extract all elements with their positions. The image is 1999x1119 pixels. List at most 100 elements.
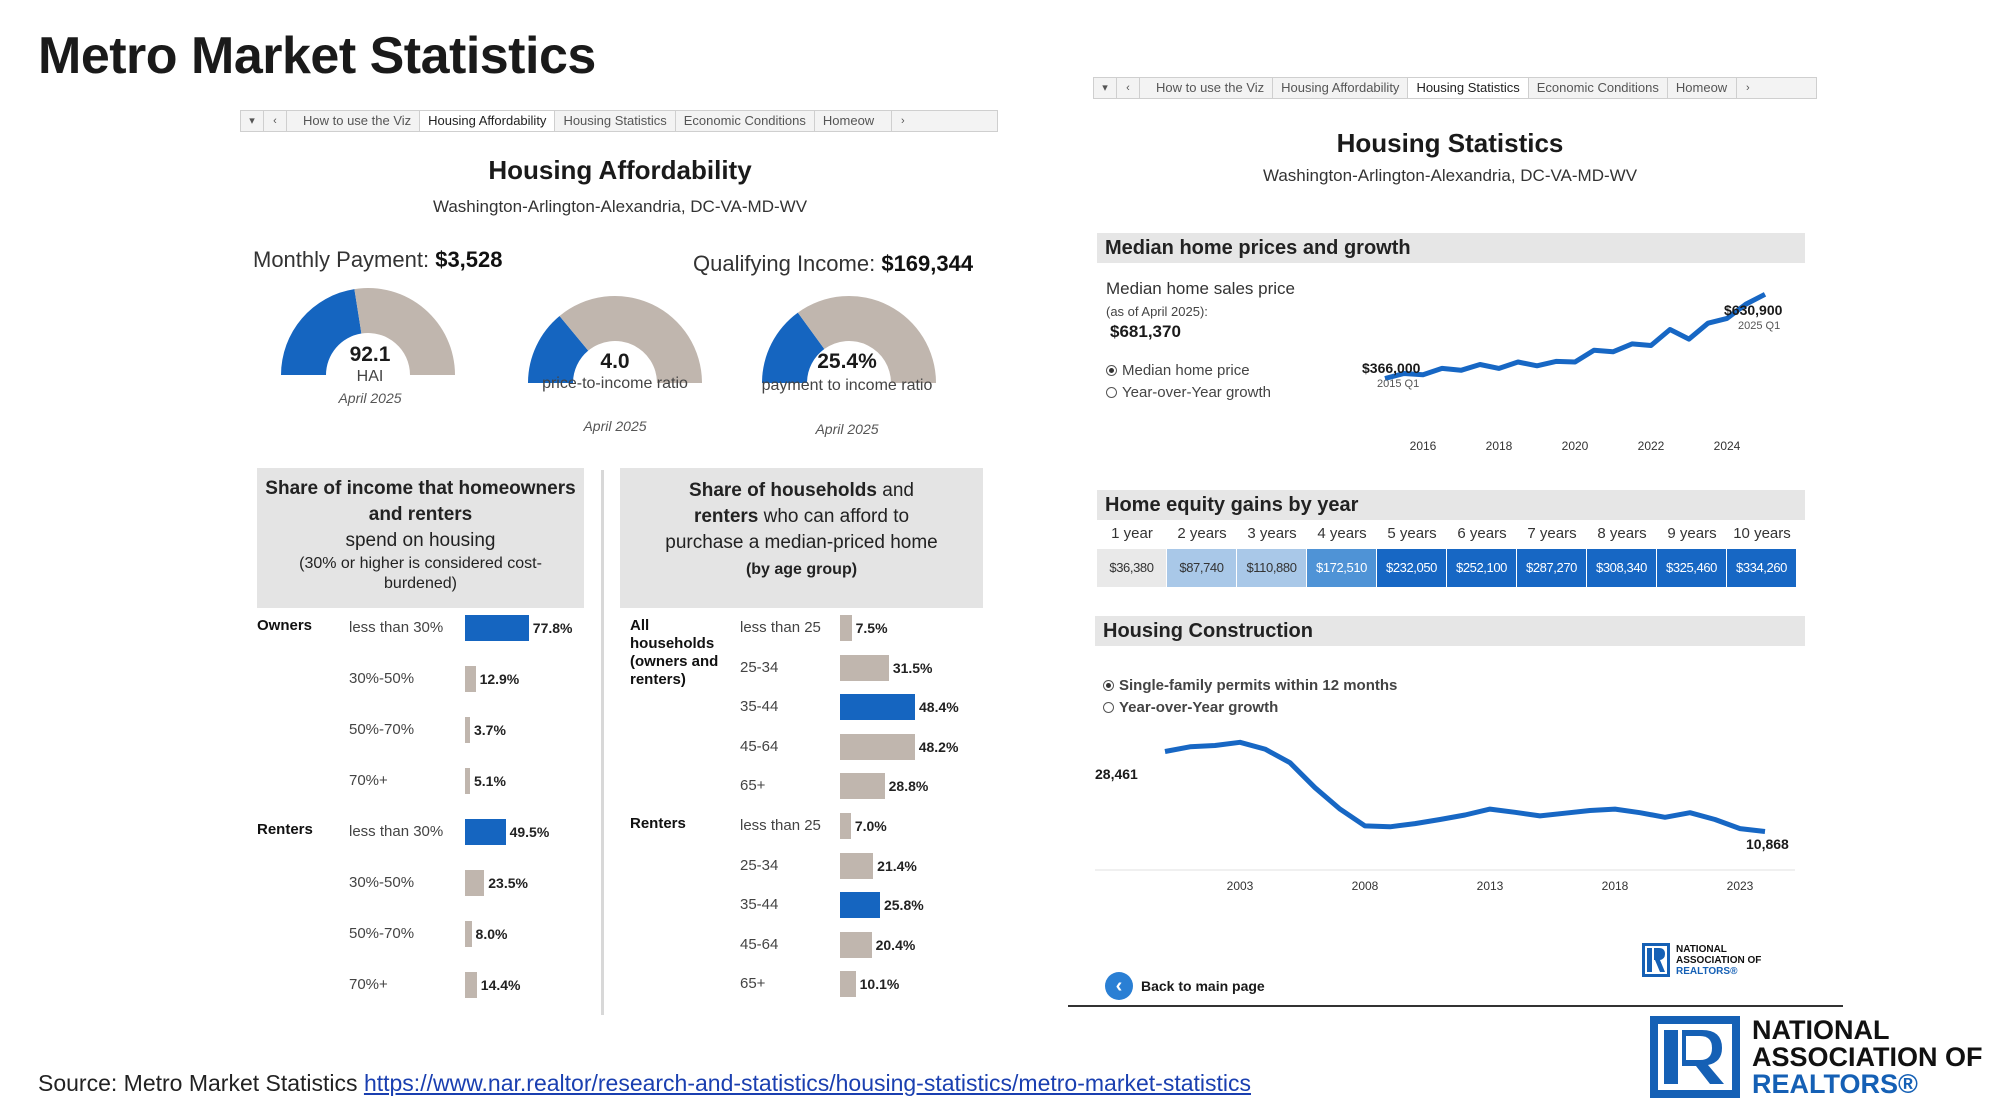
bar	[465, 666, 476, 692]
equity-year-label: 6 years	[1457, 525, 1507, 542]
bar	[465, 921, 472, 947]
right-panel-bottom-rule	[1068, 1005, 1843, 1007]
tab-housing-affordability[interactable]: Housing Affordability	[1273, 78, 1409, 98]
radio-permits[interactable]: Single-family permits within 12 months	[1103, 677, 1397, 694]
tab-dropdown-icon[interactable]: ▾	[1094, 78, 1117, 98]
tab-housing-affordability[interactable]: Housing Affordability	[420, 111, 556, 131]
pti-date: April 2025	[583, 418, 647, 434]
equity-year-label: 2 years	[1177, 525, 1227, 542]
affordability-title: Housing Affordability	[488, 155, 752, 185]
logo-line3: REALTORS®	[1752, 1068, 1918, 1099]
bar-value-label: 5.1%	[474, 773, 506, 789]
tab-homeownership[interactable]: Homeow	[1668, 78, 1737, 98]
bar-category-label: 25-34	[740, 658, 779, 676]
bar	[840, 654, 889, 681]
gauge-remainder	[559, 296, 702, 383]
construction-section-header: Housing Construction	[1095, 616, 1805, 646]
tab-how-to-use[interactable]: How to use the Viz	[1148, 78, 1274, 98]
equity-year-label: 9 years	[1667, 525, 1717, 542]
share-income-heading-normal: spend on housing	[345, 530, 496, 551]
bar	[840, 773, 885, 800]
tab-next-icon[interactable]: ›	[1746, 82, 1750, 94]
radio-median-price[interactable]: Median home price	[1106, 362, 1250, 379]
payment-ratio-date: April 2025	[815, 421, 879, 437]
bar-value-label: 12.9%	[479, 671, 520, 687]
permits-line	[1164, 739, 1766, 834]
bar-value-label: 23.5%	[488, 875, 528, 891]
bar	[465, 972, 477, 998]
equity-value-cell: $325,460	[1657, 549, 1726, 587]
back-arrow-icon: ‹	[1105, 972, 1133, 1000]
bar-category-label: 35-44	[740, 896, 779, 914]
bar-value-label: 48.4%	[919, 699, 959, 716]
bar	[840, 931, 872, 958]
radio-selected-icon	[1106, 365, 1117, 376]
radio-selected-icon	[1103, 680, 1114, 691]
bar	[840, 971, 856, 998]
equity-year-label: 8 years	[1597, 525, 1647, 542]
logo-line1: NATIONAL	[1752, 1014, 1890, 1045]
tab-how-to-use[interactable]: How to use the Viz	[295, 111, 421, 131]
median-section-header: Median home prices and growth	[1097, 233, 1805, 263]
bar-category-label: 50%-70%	[349, 721, 415, 738]
hai-value: 92.1	[349, 343, 391, 366]
bar-value-label: 48.2%	[918, 738, 959, 755]
x-tick-label: 2018	[1602, 879, 1629, 893]
pti-label: price-to-income ratio	[542, 375, 688, 392]
equity-year-label: 3 years	[1247, 525, 1297, 542]
x-tick-label: 2018	[1486, 439, 1513, 453]
tab-next-icon[interactable]: ›	[901, 115, 905, 127]
housing-stats-title: Housing Statistics	[1336, 128, 1564, 158]
back-to-main-button[interactable]: ‹ Back to main page	[1105, 972, 1265, 1000]
bar-category-label: 65+	[740, 975, 766, 993]
bar-category-label: 35-44	[740, 698, 779, 716]
bar-group-label: All households (owners and renters)	[630, 617, 719, 688]
radio-permits-growth[interactable]: Year-over-Year growth	[1103, 699, 1278, 716]
share-households-heading-normal2: who can afford to	[763, 506, 910, 527]
bar-category-label: 30%-50%	[349, 874, 415, 891]
x-tick-label: 2023	[1727, 879, 1754, 893]
bar	[840, 813, 851, 839]
radio-permits-growth-label: Year-over-Year growth	[1119, 699, 1279, 716]
hai-label: HAI	[356, 368, 384, 385]
equity-value-cell: $172,510	[1307, 549, 1376, 587]
x-tick-label: 2008	[1352, 879, 1379, 893]
median-asof: (as of April 2025):	[1106, 304, 1208, 319]
source-link[interactable]: https://www.nar.realtor/research-and-sta…	[363, 1070, 1251, 1096]
tab-housing-statistics[interactable]: Housing Statistics	[1408, 78, 1529, 98]
equity-value-cell: $87,740	[1167, 549, 1236, 587]
equity-value-cell: $334,260	[1727, 549, 1796, 587]
bar-value-label: 3.7%	[474, 722, 506, 738]
tab-prev-icon[interactable]: ‹	[264, 111, 287, 131]
share-households-chart: All households (owners and renters) less …	[630, 615, 990, 1015]
equity-value-cell: $232,050	[1377, 549, 1446, 587]
tab-prev-icon[interactable]: ‹	[1117, 78, 1140, 98]
left-tab-bar: ▾ ‹ How to use the Viz Housing Affordabi…	[240, 110, 998, 132]
qualifying-income-value: $169,344	[881, 251, 974, 276]
housing-stats-area: Washington-Arlington-Alexandria, DC-VA-M…	[1262, 166, 1638, 185]
bar-value-label: 49.5%	[509, 824, 550, 840]
bar-value-label: 7.5%	[855, 620, 888, 636]
tab-economic-conditions[interactable]: Economic Conditions	[1529, 78, 1668, 98]
tab-dropdown-icon[interactable]: ▾	[241, 111, 264, 131]
small-logo-line3: REALTORS®	[1676, 965, 1738, 977]
affordability-area: Washington-Arlington-Alexandria, DC-VA-M…	[432, 197, 808, 216]
bar-category-label: 70%+	[349, 772, 388, 789]
tab-homeownership[interactable]: Homeow	[815, 111, 892, 131]
tab-economic-conditions[interactable]: Economic Conditions	[676, 111, 815, 131]
equity-value-cell: $252,100	[1447, 549, 1516, 587]
monthly-payment-label: Monthly Payment:	[253, 247, 430, 272]
gauge-remainder	[797, 296, 936, 383]
median-end-period: 2025 Q1	[1738, 320, 1781, 332]
share-households-heading-line3: purchase a median-priced home	[665, 532, 938, 553]
bar-value-label: 20.4%	[875, 936, 916, 953]
pti-value: 4.0	[600, 350, 630, 373]
right-tab-bar: ▾ ‹ How to use the Viz Housing Affordabi…	[1093, 77, 1817, 99]
tab-housing-statistics[interactable]: Housing Statistics	[555, 111, 676, 131]
share-households-heading: Share of households and renters who can …	[620, 468, 983, 608]
bar-group-label: Owners	[257, 617, 313, 634]
bar	[840, 852, 874, 879]
radio-yoy-growth[interactable]: Year-over-Year growth	[1106, 384, 1271, 401]
bar-category-label: less than 30%	[349, 619, 444, 636]
median-end-value: $630,900	[1724, 302, 1783, 318]
